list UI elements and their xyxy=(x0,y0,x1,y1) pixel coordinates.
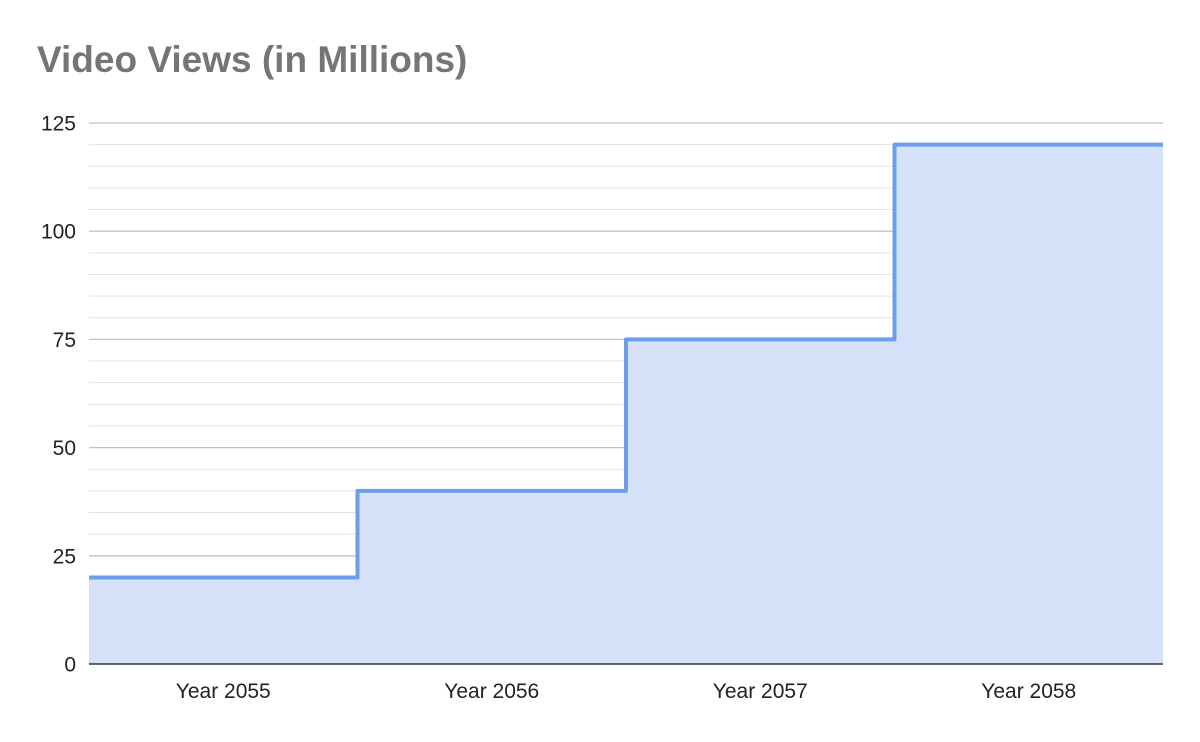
x-tick-label: Year 2055 xyxy=(176,680,271,703)
y-tick-label: 125 xyxy=(41,113,76,136)
y-tick-label: 100 xyxy=(41,221,76,244)
chart-title: Video Views (in Millions) xyxy=(37,39,468,80)
y-tick-label: 50 xyxy=(53,437,76,460)
x-tick-label: Year 2057 xyxy=(713,680,808,703)
x-axis-tick-labels: Year 2055 Year 2056 Year 2057 Year 2058 xyxy=(176,680,1076,703)
y-tick-label: 25 xyxy=(53,545,76,568)
series-step-line xyxy=(89,142,1163,580)
y-tick-label: 0 xyxy=(64,654,76,677)
x-tick-label: Year 2058 xyxy=(981,680,1076,703)
y-axis-tick-labels: 0 25 50 75 100 125 xyxy=(41,113,76,677)
y-tick-label: 75 xyxy=(53,329,76,352)
series-line xyxy=(89,142,1163,580)
x-tick-label: Year 2056 xyxy=(444,680,539,703)
